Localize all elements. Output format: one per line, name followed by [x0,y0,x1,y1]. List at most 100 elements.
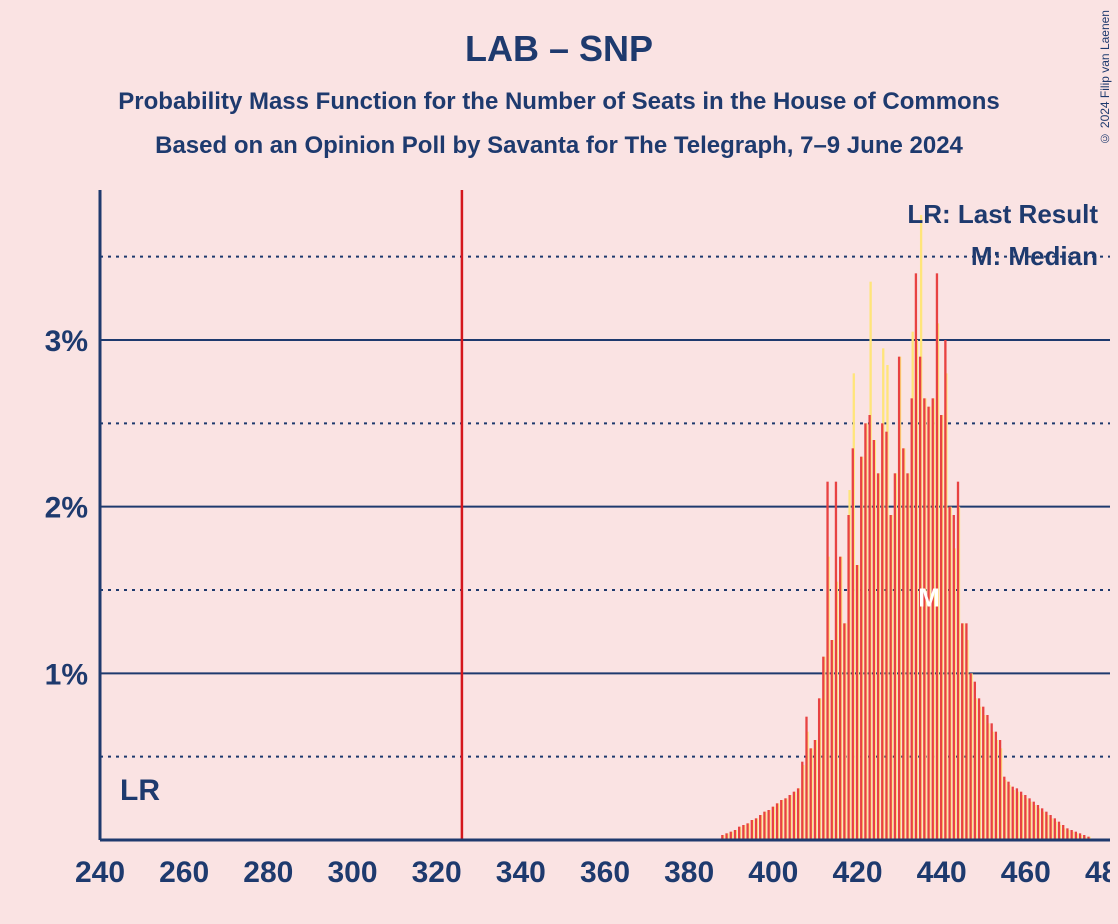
x-tick-label: 460 [1001,856,1051,889]
bar-red [818,698,820,840]
y-tick-label: 3% [45,325,88,358]
bar-red [906,473,908,840]
chart-subtitle-2: Based on an Opinion Poll by Savanta for … [0,132,1118,160]
bar-red [948,507,950,840]
bar-red [826,482,828,840]
bar-red [1033,802,1035,840]
bar-red [810,748,812,840]
bar-red [831,640,833,840]
x-tick-label: 420 [832,856,882,889]
x-tick-label: 320 [412,856,462,889]
x-tick-label: 280 [243,856,293,889]
x-tick-label: 260 [159,856,209,889]
bar-red [885,432,887,840]
bar-red [1058,822,1060,840]
legend-lr: LR: Last Result [907,199,1098,229]
bar-red [1045,812,1047,840]
y-tick-label: 1% [45,658,88,691]
bar-red [852,448,854,840]
bar-red [936,273,938,840]
bar-red [940,415,942,840]
bar-red [915,273,917,840]
bar-red [805,717,807,840]
chart-svg: 1% 2% 3% 240 260 280 300 320 340 360 380 400 420 440 4… [20,190,1110,910]
bar-red [982,707,984,840]
bar-red [894,473,896,840]
bar-red [1007,782,1009,840]
bar-red [856,565,858,840]
bar-red [873,440,875,840]
bar-red [1012,787,1014,840]
x-tick-label: 300 [327,856,377,889]
x-tick-label: 240 [75,856,125,889]
bar-red [1041,808,1043,840]
lr-label: LR [120,774,160,807]
bar-red [860,457,862,840]
bar-red [974,682,976,840]
bar-red [1062,825,1064,840]
bar-red [793,792,795,840]
bar-red [1016,788,1018,840]
x-tick-label: 400 [748,856,798,889]
bar-red [898,357,900,840]
bar-red [772,807,774,840]
bar-red [911,398,913,840]
bar-red [969,673,971,840]
bar-red [932,398,934,840]
chart-area: 1% 2% 3% 240 260 280 300 320 340 360 380 400 420 440 4… [20,190,1110,910]
bar-red [944,340,946,840]
bar-red [999,740,1001,840]
bar-red [890,515,892,840]
bar-red [953,515,955,840]
x-tick-label: 360 [580,856,630,889]
copyright-text: © 2024 Filip van Laenen [1098,10,1112,145]
bar-red [1028,798,1030,840]
x-tick-label: 440 [917,856,967,889]
bar-red [814,740,816,840]
bar-red [847,515,849,840]
bar-red [1049,815,1051,840]
bar-red [881,423,883,840]
bar-red [1037,805,1039,840]
y-tick-label: 2% [45,492,88,525]
bar-red [1066,828,1068,840]
bar-red [1020,792,1022,840]
bar-red [746,823,748,840]
median-label: M [918,583,940,613]
bar-red [755,818,757,840]
bar-red [957,482,959,840]
bar-red [843,623,845,840]
bar-red [1024,795,1026,840]
bar-red [986,715,988,840]
bar-red [835,482,837,840]
x-tick-label: 480 [1085,856,1110,889]
legend-m: M: Median [971,241,1098,271]
bar-red [738,827,740,840]
bar-red [797,788,799,840]
bar-red [784,798,786,840]
bar-red [1054,818,1056,840]
x-tick-label: 380 [664,856,714,889]
bar-red [864,423,866,840]
bar-red [902,448,904,840]
bar-red [1003,777,1005,840]
bar-red [978,698,980,840]
bar-red [822,657,824,840]
bar-red [877,473,879,840]
bar-red [839,557,841,840]
bar-red [763,812,765,840]
bar-red [801,762,803,840]
x-tick-label: 340 [496,856,546,889]
bar-red [789,795,791,840]
bar-red [780,800,782,840]
bar-red [923,398,925,840]
bar-red [995,732,997,840]
bar-red [868,415,870,840]
bar-red [965,623,967,840]
bar-red [759,815,761,840]
bar-red [742,825,744,840]
chart-title: LAB – SNP [0,0,1118,70]
bar-red [991,723,993,840]
bar-red [961,623,963,840]
bar-red [751,820,753,840]
